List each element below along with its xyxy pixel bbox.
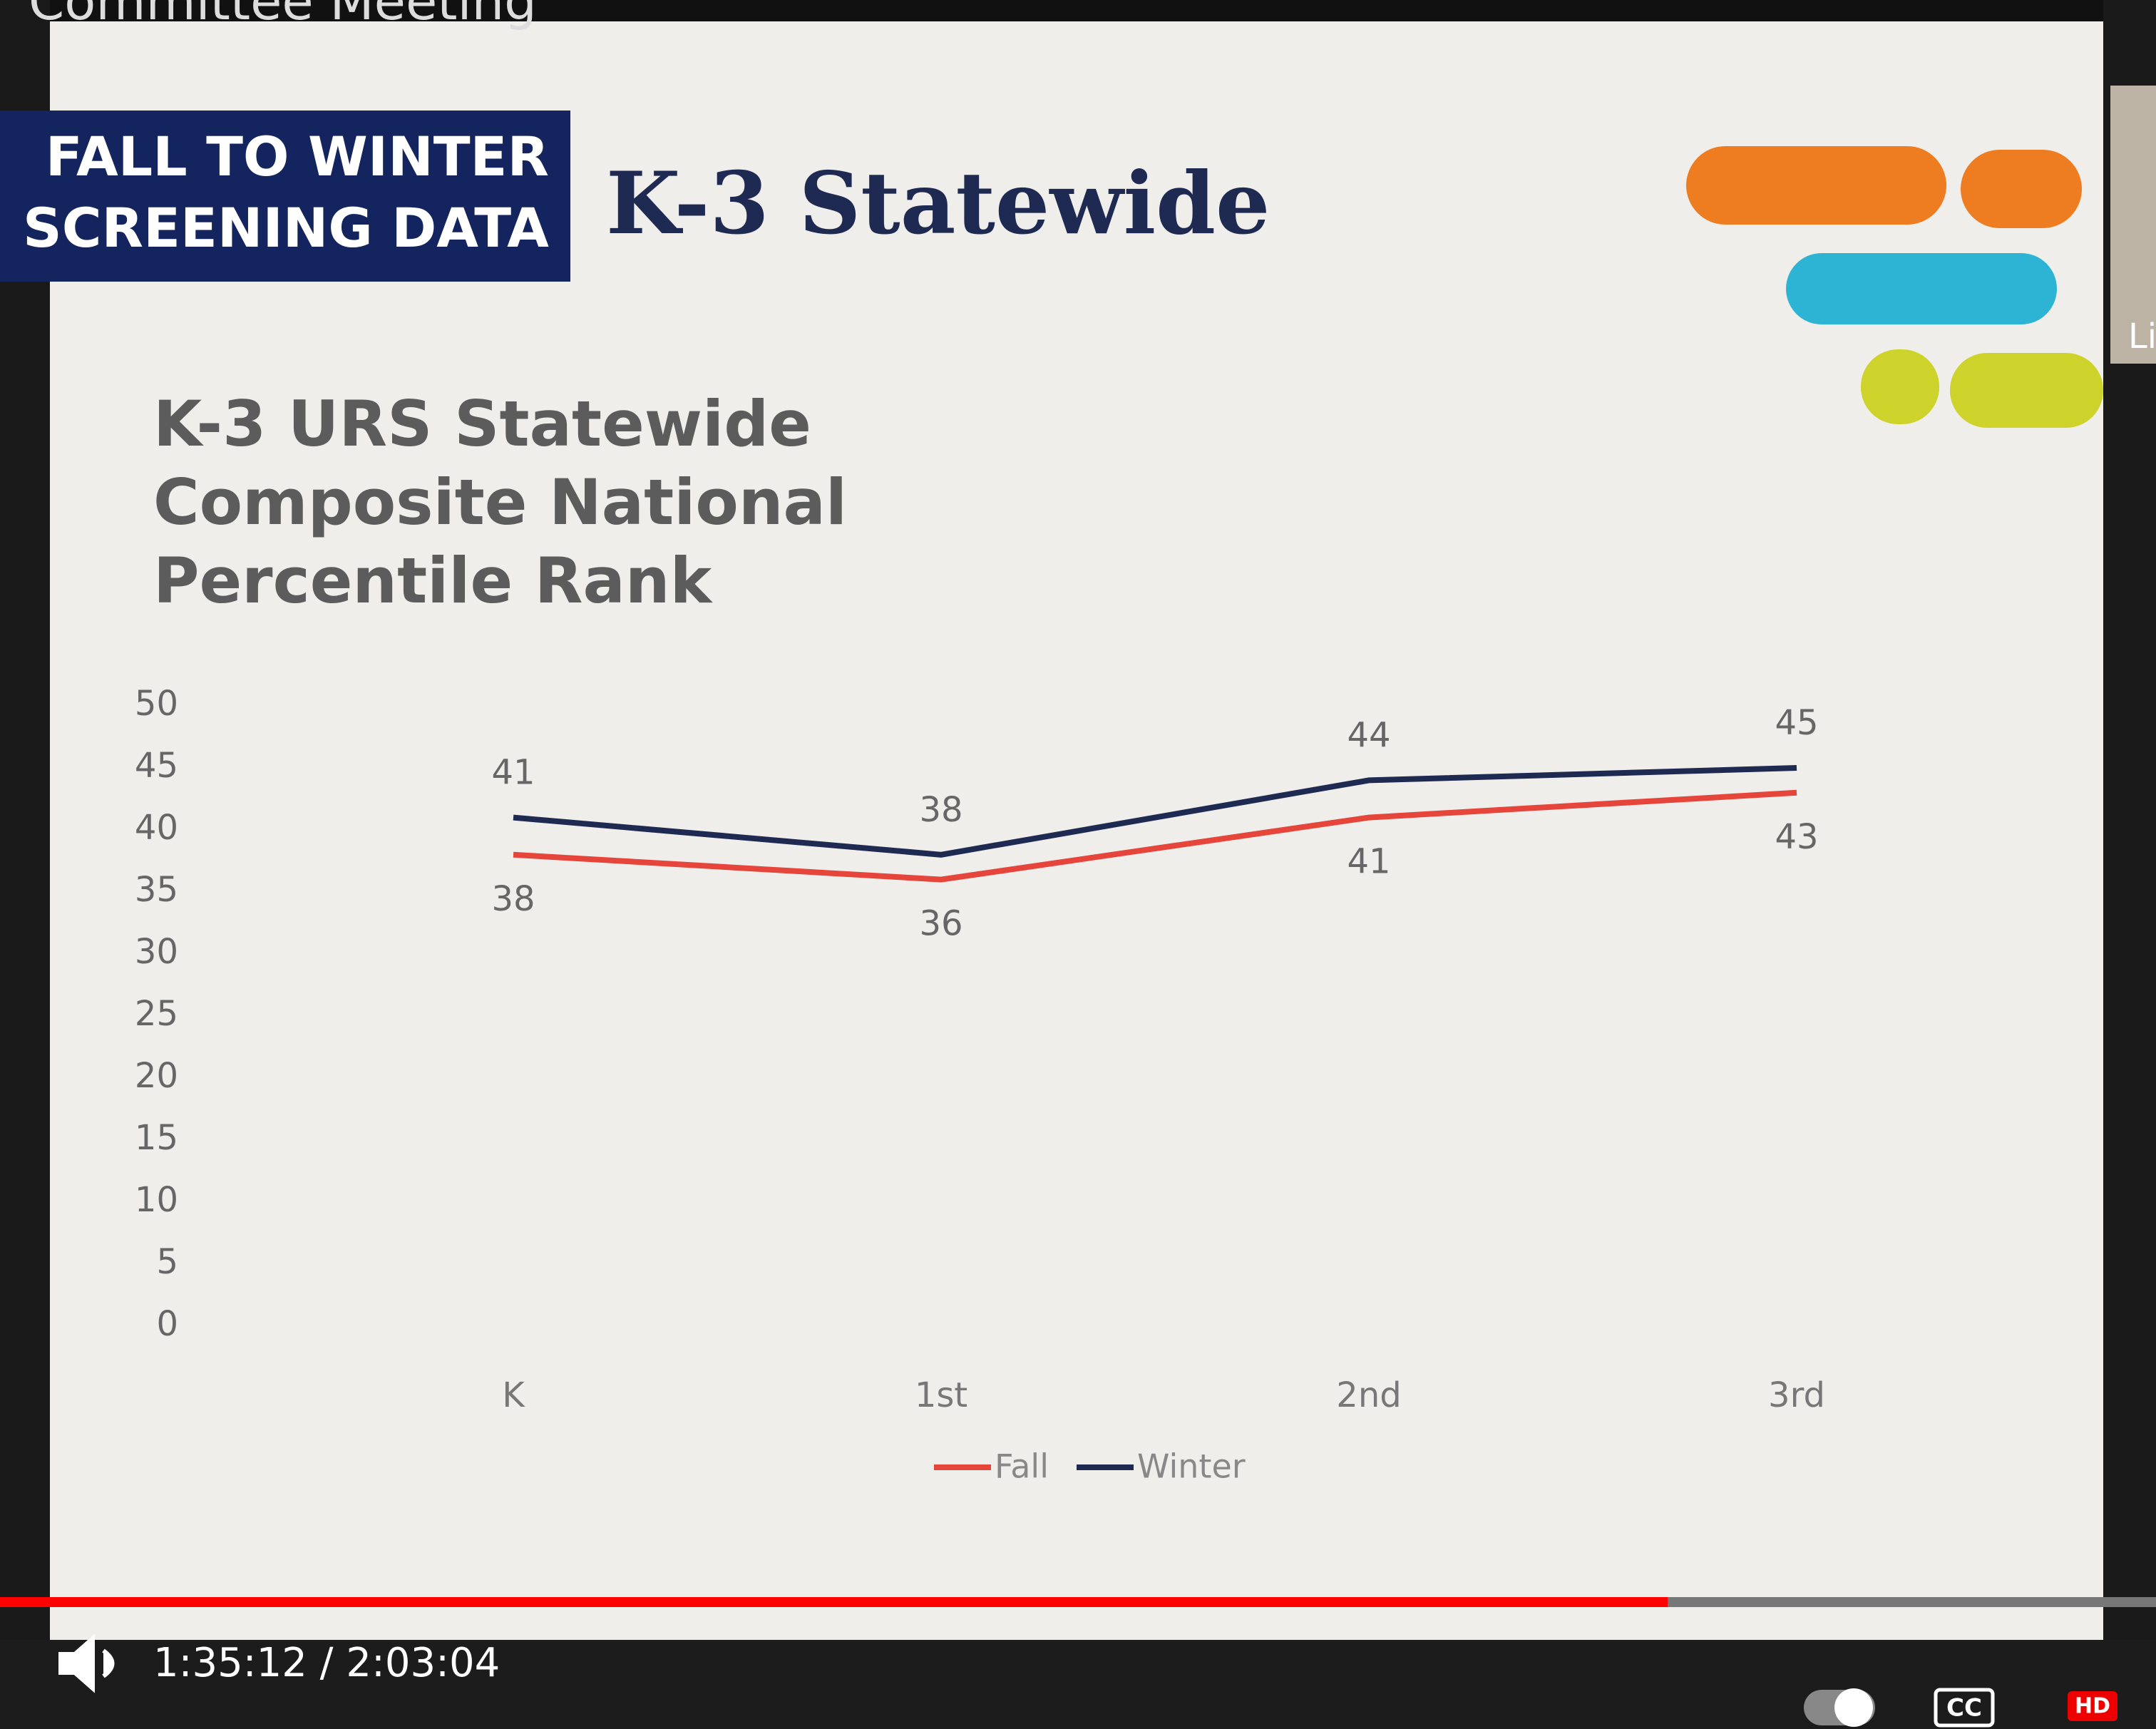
video-title: Committee Meeting (29, 0, 537, 31)
hd-label: HD (2075, 1694, 2110, 1719)
data-label: 38 (491, 879, 535, 919)
cc-label: CC (1946, 1694, 1982, 1723)
cc-button[interactable] (1934, 1688, 1995, 1728)
slide-header-line: FALL TO WINTER (45, 125, 549, 188)
slide-header-box: FALL TO WINTER SCREENING DATA (0, 111, 570, 282)
x-tick-label: K (502, 1375, 525, 1415)
decor-pill (1861, 349, 1939, 424)
y-tick-label: 25 (135, 994, 178, 1034)
legend-label: Winter (1137, 1447, 1246, 1486)
participant-name: Li (2128, 317, 2156, 356)
time-display: 1:35:12 / 2:03:04 (153, 1640, 500, 1686)
series-line (513, 789, 1797, 883)
decor-pill (1786, 253, 2057, 324)
controls-bar (0, 1640, 2156, 1729)
autoplay-knob (1834, 1688, 1873, 1727)
x-tick-label: 3rd (1768, 1375, 1825, 1415)
y-tick-label: 10 (135, 1180, 178, 1220)
decor-pill (1961, 150, 2082, 228)
decor-pill (1686, 146, 1946, 225)
x-tick-label: 2nd (1336, 1375, 1401, 1415)
data-label: 38 (919, 790, 962, 830)
data-label: 44 (1347, 715, 1390, 755)
y-tick-label: 20 (135, 1056, 178, 1096)
data-label: 43 (1775, 817, 1818, 857)
decor-pill (1950, 353, 2103, 428)
y-tick-label: 0 (156, 1304, 178, 1344)
y-tick-label: 30 (135, 932, 178, 972)
participant-video (2110, 86, 2156, 364)
slide-title: K-3 Statewide (606, 153, 1270, 254)
chart-title: K-3 URS Statewide Composite National Per… (153, 387, 848, 617)
y-tick-label: 40 (135, 808, 178, 848)
series-line (513, 765, 1797, 858)
y-tick-label: 15 (135, 1118, 178, 1158)
y-tick-label: 45 (135, 746, 178, 786)
slide-header-line: SCREENING DATA (23, 196, 549, 260)
data-label: 41 (491, 753, 535, 793)
y-tick-label: 35 (135, 870, 178, 910)
y-tick-label: 5 (156, 1242, 178, 1282)
data-label: 36 (919, 904, 962, 944)
progress-played[interactable] (0, 1597, 1668, 1607)
data-label: 45 (1775, 703, 1818, 743)
volume-button[interactable] (58, 1633, 115, 1693)
legend-label: Fall (995, 1447, 1049, 1486)
x-tick-label: 1st (915, 1375, 967, 1415)
y-tick-label: 50 (135, 684, 178, 724)
screen-bezel (0, 0, 50, 1729)
data-label: 41 (1347, 842, 1390, 882)
hd-badge[interactable] (2068, 1691, 2118, 1721)
